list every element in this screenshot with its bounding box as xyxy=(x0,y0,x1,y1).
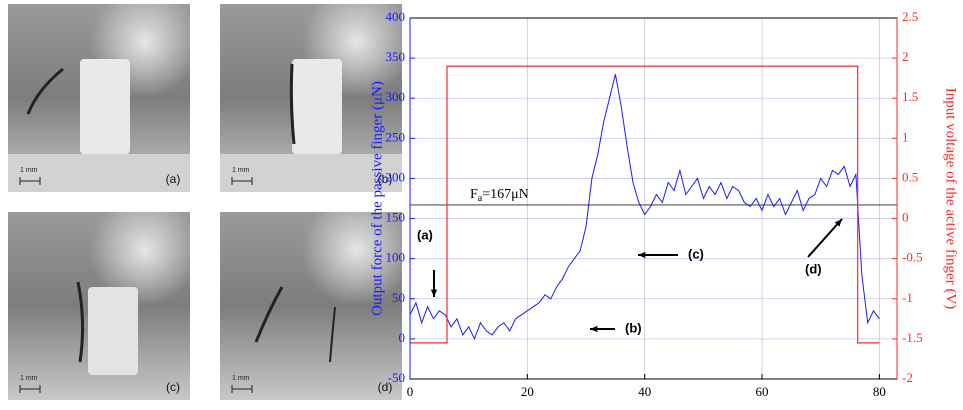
reference-label: Fa=167μN xyxy=(470,187,529,204)
y2-tick-label: 0.5 xyxy=(902,169,918,184)
photo-label: (c) xyxy=(166,380,180,394)
photo: 1 mm (d) xyxy=(220,212,402,400)
reference-text: =167μN xyxy=(482,187,529,202)
scale-bar-label: 1 mm xyxy=(232,167,250,174)
photo: 1 mm (c) xyxy=(8,212,190,400)
y-tick-label: 100 xyxy=(386,250,406,265)
finger xyxy=(289,63,296,145)
photo: 1 mm (a) xyxy=(8,4,190,192)
y2-tick-label: -1.5 xyxy=(902,330,923,345)
x-tick-label: 60 xyxy=(756,384,769,399)
scale-bar-label: 1 mm xyxy=(232,375,250,382)
series-line xyxy=(410,65,880,344)
x-tick-label: 20 xyxy=(521,384,534,399)
reference-subscript: a xyxy=(478,193,483,204)
y2-tick-label: 1.5 xyxy=(902,89,918,104)
annotation: (d) xyxy=(805,261,822,276)
photo-label: (b) xyxy=(378,172,393,186)
scale-bar xyxy=(231,177,253,185)
arrow-head xyxy=(430,289,438,297)
series-line xyxy=(410,74,880,341)
sponge-block xyxy=(80,59,130,154)
arrow-head xyxy=(638,251,646,259)
arrow-head xyxy=(834,219,842,227)
y2-tick-label: -1 xyxy=(902,290,913,305)
y-tick-label: 300 xyxy=(386,89,406,104)
scale-bar xyxy=(231,385,253,393)
annotation: (b) xyxy=(625,320,642,335)
photo-glow xyxy=(220,212,402,400)
chart: -50050100150200250300350400-2-1.5-1-0.50… xyxy=(369,9,958,399)
finger xyxy=(76,281,85,363)
floor xyxy=(220,154,402,192)
y2-tick-label: 2.5 xyxy=(902,9,918,24)
scale-bar-label: 1 mm xyxy=(20,375,38,382)
y2-tick-label: 1 xyxy=(902,129,909,144)
photo: 1 mm (b) xyxy=(220,4,402,192)
y-tick-label: 50 xyxy=(392,290,405,305)
y2-tick-label: -0.5 xyxy=(902,250,923,265)
arrow-head xyxy=(590,325,598,333)
scale-bar xyxy=(19,385,41,393)
photo-label: (a) xyxy=(166,172,181,186)
annotation-arrow xyxy=(807,218,843,258)
photo-panels: 1 mm (a) 1 mm (b) 1 mm (c) 1 mm (d) xyxy=(8,4,402,400)
finger xyxy=(329,306,336,363)
y-tick-label: 0 xyxy=(399,330,406,345)
floor xyxy=(8,154,190,192)
y-tick-label: 250 xyxy=(386,129,406,144)
scale-bar-label: 1 mm xyxy=(20,167,38,174)
y2-axis-label: Input voltage of the active finger (V) xyxy=(943,88,959,310)
reference-symbol: F xyxy=(470,187,478,202)
x-tick-label: 40 xyxy=(638,384,651,399)
y-tick-label: -50 xyxy=(388,370,405,385)
photo-label: (d) xyxy=(378,380,393,394)
x-tick-label: 80 xyxy=(873,384,886,399)
y2-tick-label: 0 xyxy=(902,210,909,225)
annotation: (a) xyxy=(417,227,433,242)
finger xyxy=(254,286,284,343)
y-tick-label: 350 xyxy=(386,49,406,64)
y-tick-label: 150 xyxy=(386,210,406,225)
y2-tick-label: 2 xyxy=(902,49,909,64)
sponge-block xyxy=(88,287,138,375)
y2-tick-label: -2 xyxy=(902,370,913,385)
x-tick-label: 0 xyxy=(407,384,414,399)
y-tick-label: 400 xyxy=(386,9,406,24)
scale-bar xyxy=(19,177,41,185)
sponge-block xyxy=(292,59,342,154)
annotation: (c) xyxy=(688,246,704,261)
y-axis-label: Output force of the passive finger (μN) xyxy=(369,81,385,316)
y-tick-label: 200 xyxy=(386,169,406,184)
finger xyxy=(26,67,64,115)
